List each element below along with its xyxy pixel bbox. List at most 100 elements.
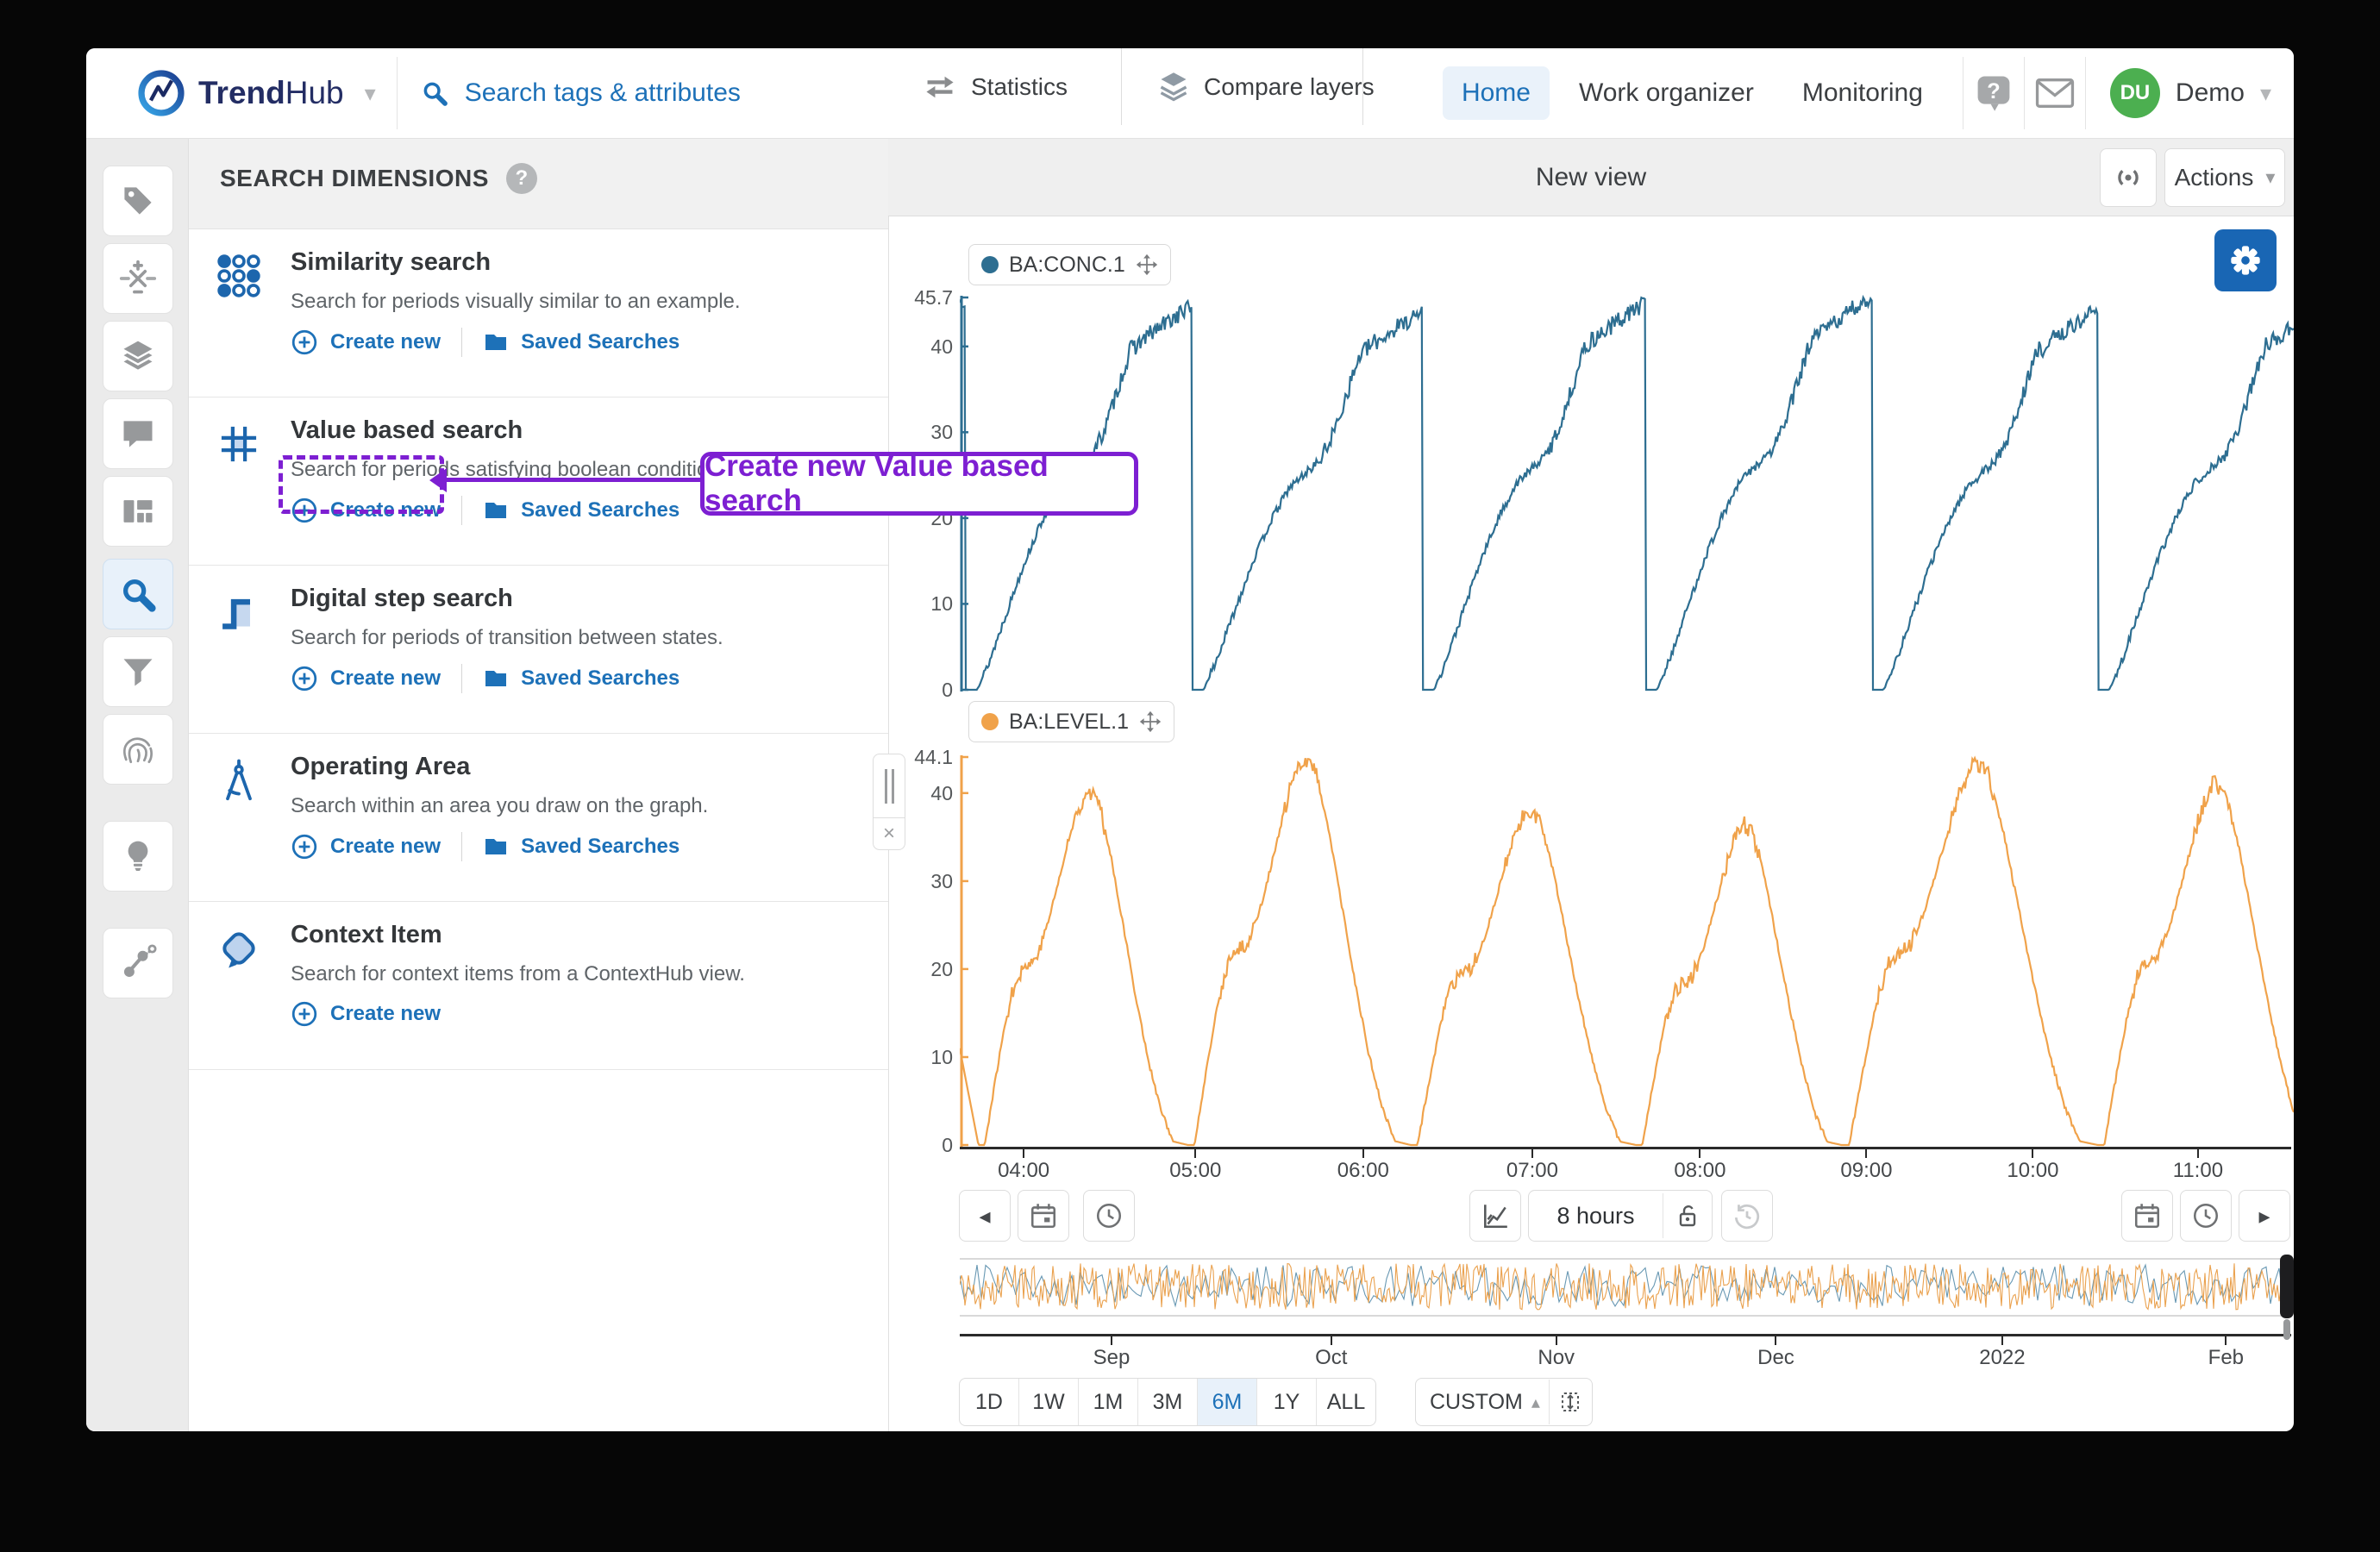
rail-fingerprint-button[interactable] — [103, 714, 173, 785]
reset-time-button[interactable] — [1721, 1190, 1773, 1242]
start-time-button[interactable] — [1083, 1190, 1135, 1242]
rail-dashboard-button[interactable] — [103, 476, 173, 547]
tab-home[interactable]: Home — [1442, 66, 1550, 120]
caret-up-icon: ▴ — [1531, 1392, 1540, 1412]
time-axis-label: 11:00 — [2172, 1159, 2224, 1182]
annotation-arrow-line — [438, 478, 702, 482]
fit-selection-button[interactable] — [1550, 1389, 1592, 1415]
divider — [2023, 57, 2025, 129]
help-button[interactable]: ? — [1964, 57, 2024, 129]
user-menu-chevron-icon[interactable]: ▾ — [2259, 79, 2271, 106]
create-new-link[interactable]: Create new — [330, 330, 442, 354]
dimension-cards: Similarity search Search for periods vis… — [189, 228, 888, 1431]
range-button-1d[interactable]: 1D — [960, 1379, 1019, 1425]
card-context-item: Context Item Search for context items fr… — [189, 902, 888, 1070]
range-button-1m[interactable]: 1M — [1079, 1379, 1138, 1425]
gear-icon — [2231, 246, 2260, 275]
legend-chip-conc[interactable]: BA:CONC.1 — [968, 244, 1171, 285]
time-axis-tick — [1362, 1149, 1364, 1158]
filter-icon — [123, 659, 153, 686]
plus-circle-icon — [291, 834, 317, 860]
trendhub-logo[interactable]: TrendHub ▾ — [136, 68, 376, 118]
divider — [461, 328, 463, 357]
divider — [1121, 48, 1122, 125]
custom-range-button[interactable]: CUSTOM ▴ — [1415, 1378, 1593, 1426]
chart-settings-button[interactable] — [2214, 229, 2277, 291]
pan-right-button[interactable]: ▸ — [2239, 1190, 2290, 1242]
card-description: Search for periods visually similar to a… — [291, 290, 741, 313]
range-button-6m[interactable]: 6M — [1198, 1379, 1257, 1425]
saved-searches-link[interactable]: Saved Searches — [521, 498, 680, 522]
compare-layers-icon — [1160, 72, 1187, 101]
rail-tags-button[interactable] — [103, 166, 173, 236]
saved-searches-link[interactable]: Saved Searches — [521, 835, 680, 858]
panel-collapse-button[interactable]: × — [873, 817, 905, 850]
context-bar-selection-knob[interactable] — [2283, 1319, 2290, 1340]
move-icon — [1136, 253, 1157, 276]
actions-button[interactable]: Actions ▾ — [2164, 148, 2285, 207]
card-digital-step-search: Digital step search Search for periods o… — [189, 566, 888, 734]
time-span-button[interactable]: 8 hours — [1556, 1202, 1635, 1229]
compare-layers-button[interactable]: Compare layers — [1131, 48, 1400, 125]
tab-work-organizer[interactable]: Work organizer — [1578, 78, 1754, 107]
layers-icon — [123, 341, 153, 370]
help-circle-icon[interactable]: ? — [505, 163, 537, 194]
panel-title: SEARCH DIMENSIONS — [220, 165, 489, 191]
rail-filter-button[interactable] — [103, 636, 173, 707]
saved-searches-link[interactable]: Saved Searches — [521, 666, 680, 690]
rail-comments-button[interactable] — [103, 398, 173, 469]
create-new-link[interactable]: Create new — [330, 666, 442, 690]
trend-options-button[interactable] — [1469, 1190, 1521, 1242]
divider — [1548, 1380, 1550, 1424]
global-search[interactable] — [420, 78, 1443, 109]
end-time-button[interactable] — [2180, 1190, 2232, 1242]
range-button-1y[interactable]: 1Y — [1257, 1379, 1317, 1425]
saved-searches-link[interactable]: Saved Searches — [521, 330, 680, 354]
legend-chip-level[interactable]: BA:LEVEL.1 — [968, 701, 1174, 742]
range-button-all[interactable]: ALL — [1326, 1389, 1366, 1414]
rail-search-button[interactable] — [103, 559, 173, 629]
broadcast-icon — [2118, 169, 2139, 186]
rail-recommendations-button[interactable] — [103, 928, 173, 998]
create-new-link[interactable]: Create new — [330, 1002, 442, 1025]
chart-ba-conc-1[interactable] — [960, 294, 2294, 693]
history-icon — [1734, 1204, 1760, 1230]
end-date-button[interactable] — [2121, 1190, 2173, 1242]
lock-duration-button[interactable] — [1663, 1202, 1712, 1230]
avatar[interactable]: DU — [2109, 68, 2160, 118]
chevron-down-icon[interactable]: ▾ — [364, 79, 376, 106]
context-bar-selection-handle[interactable] — [2280, 1255, 2294, 1318]
divider — [1962, 57, 1964, 129]
rail-layers-button[interactable] — [103, 321, 173, 391]
statistics-button[interactable]: Statistics — [897, 48, 1093, 125]
time-axis-tick — [1699, 1149, 1701, 1158]
time-axis-label: 04:00 — [998, 1159, 1050, 1182]
card-title: Value based search — [291, 416, 523, 444]
overview-axis-tick — [1111, 1336, 1113, 1345]
overview-axis-label: Sep — [1093, 1346, 1130, 1369]
view-title: New view — [1535, 162, 1647, 191]
rail-calculations-button[interactable] — [103, 243, 173, 314]
fingerprint-icon — [123, 737, 153, 764]
compare-layers-label: Compare layers — [1204, 72, 1375, 100]
overview-axis-tick — [2001, 1336, 2003, 1345]
range-button-1w[interactable]: 1W — [1019, 1379, 1079, 1425]
live-mode-button[interactable] — [2100, 148, 2157, 207]
card-title: Context Item — [291, 921, 442, 948]
actions-label: Actions — [2174, 164, 2254, 191]
user-name[interactable]: Demo — [2175, 78, 2245, 107]
messages-button[interactable] — [2025, 57, 2085, 129]
pan-left-button[interactable]: ◂ — [959, 1190, 1011, 1242]
context-bar[interactable] — [959, 1258, 2292, 1317]
create-new-link[interactable]: Create new — [330, 835, 442, 858]
range-button-3m[interactable]: 3M — [1138, 1379, 1198, 1425]
trendhub-logo-icon — [138, 70, 185, 116]
calendar-icon — [1030, 1204, 1056, 1229]
panel-resize-handle[interactable] — [873, 754, 905, 819]
chart-ba-level-1[interactable] — [960, 754, 2294, 1148]
tab-monitoring[interactable]: Monitoring — [1801, 78, 1923, 107]
start-date-button[interactable] — [1018, 1190, 1069, 1242]
overview-axis-label: 2022 — [1979, 1346, 2026, 1369]
search-input[interactable] — [462, 78, 1070, 109]
rail-insights-button[interactable] — [103, 821, 173, 892]
